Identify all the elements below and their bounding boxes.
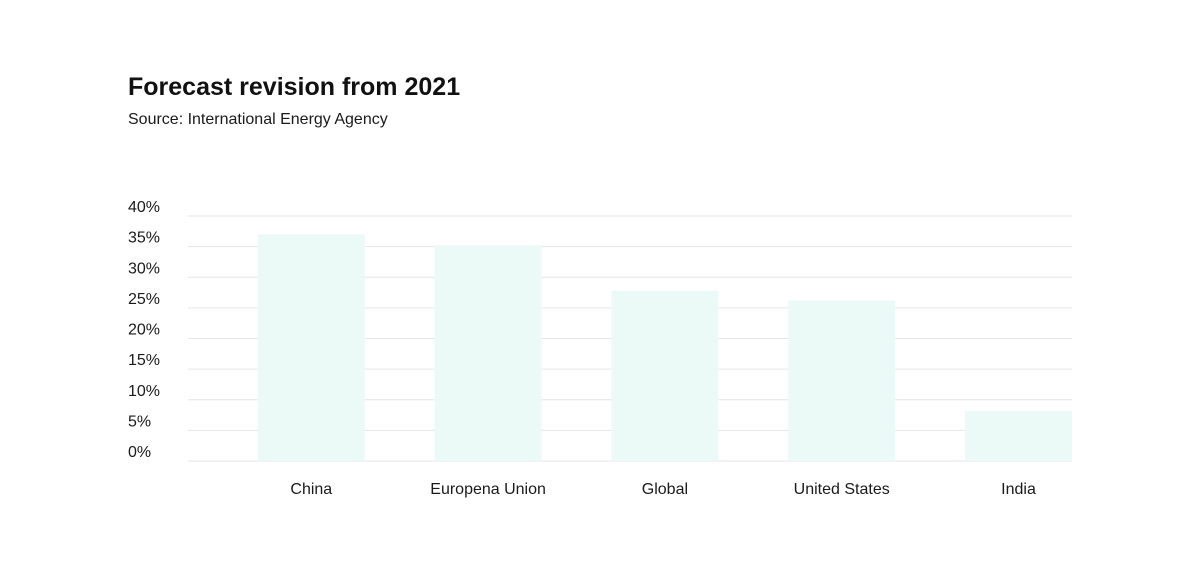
bar-global bbox=[611, 290, 719, 461]
y-tick-label: 30% bbox=[128, 260, 160, 277]
bar-india bbox=[965, 410, 1072, 461]
x-tick-label: United States bbox=[794, 481, 890, 498]
bars bbox=[257, 234, 1072, 461]
x-tick-label: China bbox=[290, 481, 332, 498]
y-tick-label: 35% bbox=[128, 230, 160, 247]
y-tick-label: 25% bbox=[128, 291, 160, 308]
y-tick-label: 15% bbox=[128, 352, 160, 369]
y-tick-label: 10% bbox=[128, 383, 160, 400]
x-axis-tick-labels: China Europena Union Global United States In… bbox=[290, 481, 1036, 498]
x-tick-label: Europena Union bbox=[430, 481, 546, 498]
y-tick-label: 40% bbox=[128, 199, 160, 216]
y-axis-tick-labels: 0% 5% 10% 15% 20% 25% 30% 35% 40% bbox=[128, 199, 160, 461]
bar-united-states bbox=[788, 300, 896, 461]
y-tick-label: 5% bbox=[128, 413, 151, 430]
chart-title: Forecast revision from 2021 bbox=[128, 73, 461, 101]
bar-europena-union bbox=[434, 245, 542, 461]
x-tick-label: Global bbox=[642, 481, 688, 498]
y-tick-label: 0% bbox=[128, 444, 151, 461]
chart-subtitle: Source: International Energy Agency bbox=[128, 111, 388, 128]
bar-china bbox=[257, 234, 365, 461]
x-tick-label: India bbox=[1001, 481, 1036, 498]
y-tick-label: 20% bbox=[128, 322, 160, 339]
